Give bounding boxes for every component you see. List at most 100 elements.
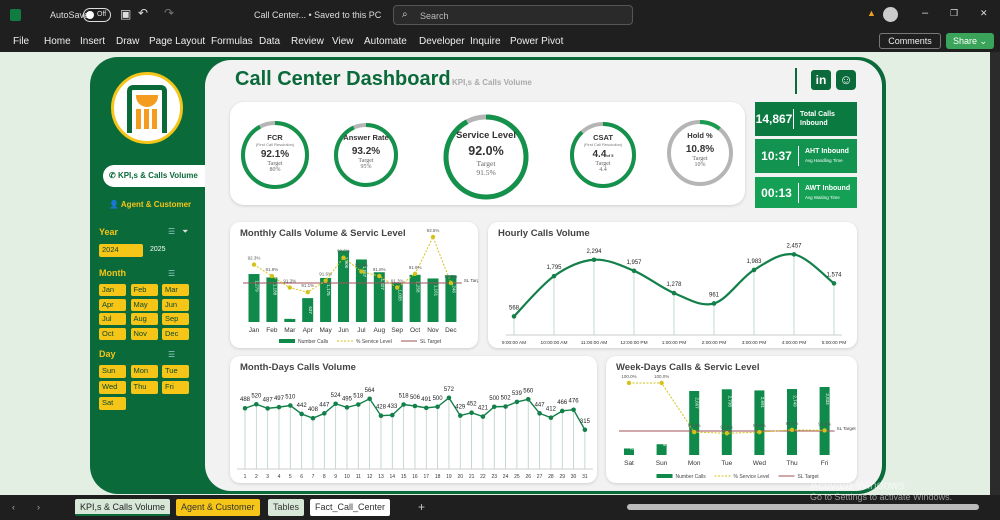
nav-label: Agent & Customer [120, 200, 192, 209]
menu-formulas[interactable]: Formulas [211, 36, 253, 47]
data-label: 412 [546, 407, 557, 413]
company-logo [111, 72, 183, 144]
day-option-fri[interactable]: Fri [162, 381, 189, 394]
clear-filter-icon[interactable]: ⏷ [182, 227, 189, 236]
menu-insert[interactable]: Insert [80, 36, 106, 47]
day-option-thu[interactable]: Thu [130, 381, 158, 394]
horizontal-scrollbar[interactable] [627, 504, 979, 510]
gauge-target-label: Target [476, 158, 496, 168]
month-option-mar[interactable]: Mar [162, 284, 189, 296]
menu-draw[interactable]: Draw [116, 36, 140, 47]
x-tick-label: 26 [525, 474, 531, 480]
day-option-sat[interactable]: Sat [99, 397, 126, 410]
month-option-jan[interactable]: Jan [99, 284, 126, 296]
data-point [514, 399, 520, 405]
kpi-label: AWT Inbound [805, 184, 851, 192]
restore-button[interactable]: ❐ [950, 8, 959, 18]
ribbon-menu: File Home Insert Draw Page Layout Formulas Dat… [0, 30, 1000, 52]
data-label: 452 [467, 402, 478, 408]
data-point [288, 403, 293, 408]
autosave-state: Off [97, 11, 107, 18]
service-level-point [251, 262, 257, 267]
menu-inquire[interactable]: Inquire [470, 36, 501, 47]
legend-swatch-bars [279, 339, 295, 343]
nav-agent-customer[interactable]: 👤 Agent & Customer [109, 200, 191, 209]
x-tick-label: 19 [446, 474, 452, 480]
month-slicer-label: Month [99, 268, 126, 278]
gauge-target-label: Target [595, 161, 611, 167]
redo-icon[interactable]: ↷ [164, 6, 175, 20]
search-box[interactable]: ⌕ Search [393, 5, 633, 25]
github-icon[interactable]: ☺ [836, 70, 856, 90]
vertical-scrollbar[interactable] [990, 52, 1000, 495]
multiselect-icon[interactable]: ☰ [168, 350, 176, 359]
gauge-value: 10.8% [664, 144, 736, 155]
search-input[interactable]: Search [420, 11, 449, 21]
data-label: 487 [263, 397, 274, 403]
month-option-aug[interactable]: Aug [130, 313, 158, 325]
day-option-tue[interactable]: Tue [162, 365, 189, 378]
month-option-jun[interactable]: Jun [162, 298, 189, 311]
menu-file[interactable]: File [13, 36, 30, 47]
prev-sheet-icon[interactable]: ‹ [12, 502, 15, 512]
menu-home[interactable]: Home [44, 36, 71, 47]
day-option-wed[interactable]: Wed [99, 381, 126, 394]
month-option-feb[interactable]: Feb [130, 284, 158, 296]
sheet-tab-fact-call-center[interactable]: Fact_Call_Center [310, 499, 391, 516]
comments-button[interactable]: Comments [879, 33, 941, 49]
month-option-nov[interactable]: Nov [130, 327, 158, 340]
bar [624, 448, 634, 455]
data-point [751, 267, 757, 273]
warning-icon[interactable]: ▲ [867, 8, 876, 18]
menu-data[interactable]: Data [259, 36, 281, 47]
bar-label: 637 [308, 306, 313, 314]
bar [427, 278, 439, 322]
watermark-line2: Go to Settings to activate Windows. [810, 492, 953, 502]
multiselect-icon[interactable]: ☰ [168, 227, 176, 236]
month-option-may[interactable]: May [130, 298, 158, 311]
multiselect-icon[interactable]: ☰ [168, 269, 176, 278]
month-option-jul[interactable]: Jul [99, 313, 126, 325]
save-icon[interactable]: ▣ [120, 7, 132, 21]
year-option-2024[interactable]: 2024 [99, 244, 143, 257]
menu-developer[interactable]: Developer [419, 36, 465, 47]
menu-review[interactable]: Review [291, 36, 324, 47]
day-option-sun[interactable]: Sun [99, 365, 126, 378]
next-sheet-icon[interactable]: › [37, 502, 40, 512]
year-option-2025[interactable]: 2025 [150, 246, 166, 253]
data-point [276, 404, 282, 410]
x-tick-label: Oct [410, 327, 420, 334]
menu-automate[interactable]: Automate [364, 36, 407, 47]
menu-power-pivot[interactable]: Power Pivot [510, 36, 564, 47]
month-option-apr[interactable]: Apr [99, 298, 126, 311]
x-tick-label: 2 [255, 474, 258, 480]
add-sheet-button[interactable]: + [418, 500, 426, 514]
close-button[interactable]: ✕ [980, 8, 988, 18]
menu-page-layout[interactable]: Page Layout [149, 36, 206, 47]
nav-kpis-calls-volume[interactable]: ✆ KPI,s & Calls Volume [103, 165, 207, 187]
service-level-label: 91.3% [283, 279, 296, 284]
autosave-toggle[interactable]: Off [83, 8, 111, 22]
share-button[interactable]: Share ⌄ [946, 33, 994, 49]
month-option-oct[interactable]: Oct [99, 327, 126, 340]
day-option-mon[interactable]: Mon [130, 365, 158, 378]
month-option-dec[interactable]: Dec [162, 327, 189, 340]
menu-view[interactable]: View [332, 36, 354, 47]
service-level-point [659, 380, 664, 386]
linkedin-icon[interactable]: in [811, 70, 831, 90]
x-tick-label: 14 [390, 474, 396, 480]
data-label: 2,457 [786, 243, 802, 249]
gauge-ring [443, 114, 529, 200]
avatar[interactable] [883, 7, 898, 22]
service-level-label: 100.0% [654, 374, 669, 379]
undo-icon[interactable]: ↶ [138, 6, 149, 20]
service-level-label: 91.3% [688, 423, 701, 428]
month-option-sep[interactable]: Sep [162, 313, 189, 325]
sheet-tab-agent-customer[interactable]: Agent & Customer [176, 499, 260, 516]
minimize-button[interactable]: – [922, 7, 929, 19]
document-title[interactable]: Call Center... • Saved to this PC [254, 10, 382, 20]
data-label: 2,294 [586, 249, 602, 255]
sheet-tab-tables[interactable]: Tables [268, 499, 305, 516]
sheet-tab-kpis[interactable]: KPI,s & Calls Volume [75, 499, 171, 516]
gauge-value: 92.0% [441, 144, 531, 158]
